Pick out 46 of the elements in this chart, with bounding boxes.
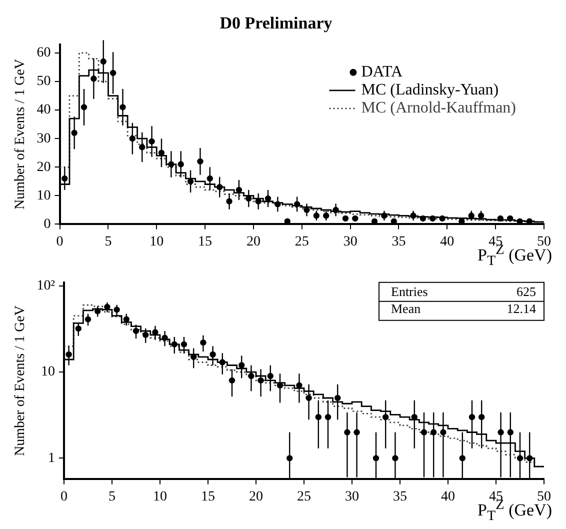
x-tick-label: 0 <box>60 489 68 504</box>
x-tick-label: 15 <box>198 234 212 250</box>
x-tick-label: 35 <box>393 489 407 504</box>
x-tick-label: 50 <box>537 489 551 504</box>
x-tick-label: 35 <box>392 234 406 250</box>
x-tick-label: 10 <box>150 234 164 250</box>
y-tick-label: 60 <box>36 46 51 61</box>
x-tick-label: 40 <box>441 489 455 504</box>
x-tick-label: 30 <box>345 489 359 504</box>
x-tick-label: 20 <box>249 489 263 504</box>
y-tick-label: 1 <box>48 450 55 466</box>
point <box>497 215 504 222</box>
x-tick-label: 25 <box>297 489 311 504</box>
point <box>342 215 349 222</box>
y-axis-title: Number of Events / 1 GeV <box>13 306 28 456</box>
x-tick-label: 5 <box>104 234 112 250</box>
y-tick-label: 0 <box>44 216 51 232</box>
legend-label: MC (Arnold-Kauffman) <box>361 100 516 117</box>
x-tick-label: 25 <box>294 234 309 250</box>
annotation: Mean <box>391 300 422 316</box>
y-tick-label: 10 <box>40 364 55 380</box>
chart-title: D0 Preliminary <box>220 14 333 33</box>
y-tick-label: 10² <box>36 278 55 294</box>
legend-label: DATA <box>361 64 404 81</box>
point <box>439 215 446 222</box>
x-tick-label: 30 <box>343 234 358 250</box>
x-tick-label: 10 <box>153 489 167 504</box>
x-tick-label: 5 <box>108 489 116 504</box>
y-tick-label: 30 <box>36 131 51 146</box>
x-tick-label: 15 <box>201 489 215 504</box>
point <box>430 215 436 222</box>
y-axis-title: Number of Events / 1 GeV <box>13 59 28 210</box>
y-tick-label: 20 <box>36 160 51 175</box>
annotation: 625 <box>516 284 536 299</box>
y-tick-label: 10 <box>36 188 51 204</box>
x-tick-label: 20 <box>246 234 260 250</box>
point <box>507 215 514 222</box>
point <box>420 215 426 222</box>
x-tick-label: 50 <box>537 234 551 250</box>
annotation: Entries <box>391 284 428 299</box>
y-tick-label: 40 <box>36 102 51 118</box>
x-tick-label: 40 <box>440 234 454 250</box>
point <box>352 215 358 222</box>
legend-label: MC (Ladinsky-Yuan) <box>361 82 499 99</box>
y-tick-label: 50 <box>36 74 51 90</box>
annotation: 12.14 <box>506 300 536 316</box>
